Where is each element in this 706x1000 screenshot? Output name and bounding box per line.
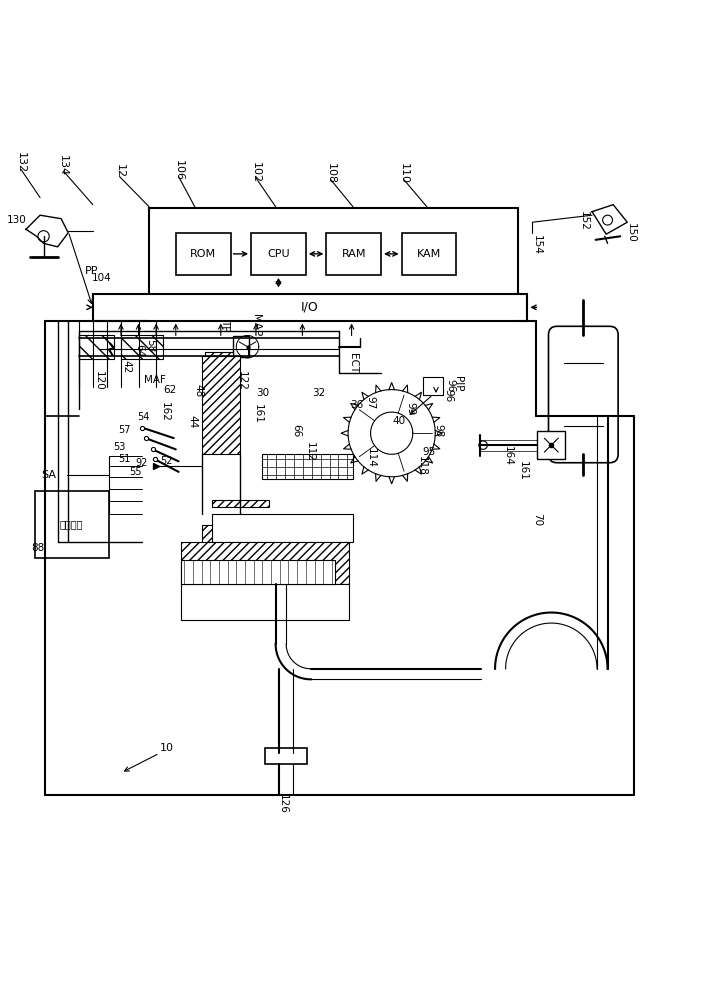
Text: PP: PP [85,266,98,276]
Text: 114: 114 [366,448,376,468]
Bar [181,584,349,620]
Text: 120: 120 [93,371,104,390]
Text: 48: 48 [193,384,203,398]
Text: 88: 88 [31,543,44,553]
Text: 44: 44 [188,415,198,428]
Text: 126: 126 [277,794,287,814]
Text: 98: 98 [433,424,444,438]
Bar [121,335,163,359]
Text: MAF: MAF [144,375,166,385]
Text: SA: SA [42,470,56,480]
Text: 102: 102 [251,162,261,183]
Text: PIP: PIP [453,376,463,392]
Text: I/O: I/O [301,301,319,314]
Text: 95: 95 [422,447,436,457]
Text: 10: 10 [160,743,174,753]
Text: 108: 108 [325,163,335,184]
Text: 92: 92 [136,458,148,468]
Bar [265,748,307,764]
Text: 70: 70 [532,513,542,526]
Bar [326,233,381,275]
Bar [262,454,353,479]
Text: 154: 154 [532,235,542,255]
Bar [202,525,241,560]
Text: ECT: ECT [348,353,358,373]
Text: 162: 162 [160,402,169,422]
Text: 106: 106 [174,160,184,181]
Bar [149,208,518,296]
Bar [251,233,306,275]
Text: 104: 104 [91,273,111,283]
Text: 36: 36 [350,400,363,410]
Text: 54: 54 [137,412,150,422]
Text: 51: 51 [119,454,131,464]
Text: 161: 161 [253,404,263,424]
Text: KAM: KAM [417,249,441,259]
Bar [234,336,249,357]
Bar [181,560,335,584]
Text: 164: 164 [503,446,513,466]
FancyBboxPatch shape [549,326,618,463]
Text: 52: 52 [160,456,173,466]
Bar [202,356,241,454]
Text: 62: 62 [164,385,176,395]
Circle shape [479,441,487,449]
Text: 58: 58 [145,339,155,352]
Bar [213,514,353,542]
Text: 150: 150 [626,223,636,243]
Text: 110: 110 [399,163,409,184]
Text: 132: 132 [16,152,26,173]
Text: 53: 53 [114,442,126,452]
Text: 99: 99 [406,402,416,415]
Text: 96: 96 [445,379,455,393]
Bar [205,352,234,451]
Text: 161: 161 [518,461,528,480]
Text: 57: 57 [118,425,131,435]
Bar [402,233,456,275]
Bar [176,233,231,275]
Text: 12: 12 [114,164,124,178]
Text: 118: 118 [417,456,427,476]
Text: 130: 130 [7,215,27,225]
Text: 134: 134 [59,155,68,177]
Text: 40: 40 [392,416,405,426]
Text: 122: 122 [237,371,247,390]
Text: 32: 32 [313,388,326,398]
Text: 97: 97 [366,396,376,410]
Text: TP: TP [220,319,230,332]
Text: CPU: CPU [267,249,289,259]
Bar [213,500,268,507]
Bar [35,491,109,558]
Bar [181,542,349,584]
Bar [537,431,566,459]
Text: 66: 66 [292,424,301,438]
Bar [79,335,114,359]
Bar [424,377,443,395]
Text: 96: 96 [443,389,453,403]
Text: 点火系统: 点火系统 [60,520,83,530]
Text: 152: 152 [579,211,589,231]
Text: ROM: ROM [190,249,216,259]
Text: 64: 64 [134,344,144,358]
Bar [92,294,527,321]
Text: 42: 42 [121,360,131,373]
Text: MAP: MAP [251,314,261,337]
Text: RAM: RAM [342,249,366,259]
Text: 112: 112 [304,442,314,462]
Text: 30: 30 [256,388,270,398]
Text: 55: 55 [128,467,141,477]
